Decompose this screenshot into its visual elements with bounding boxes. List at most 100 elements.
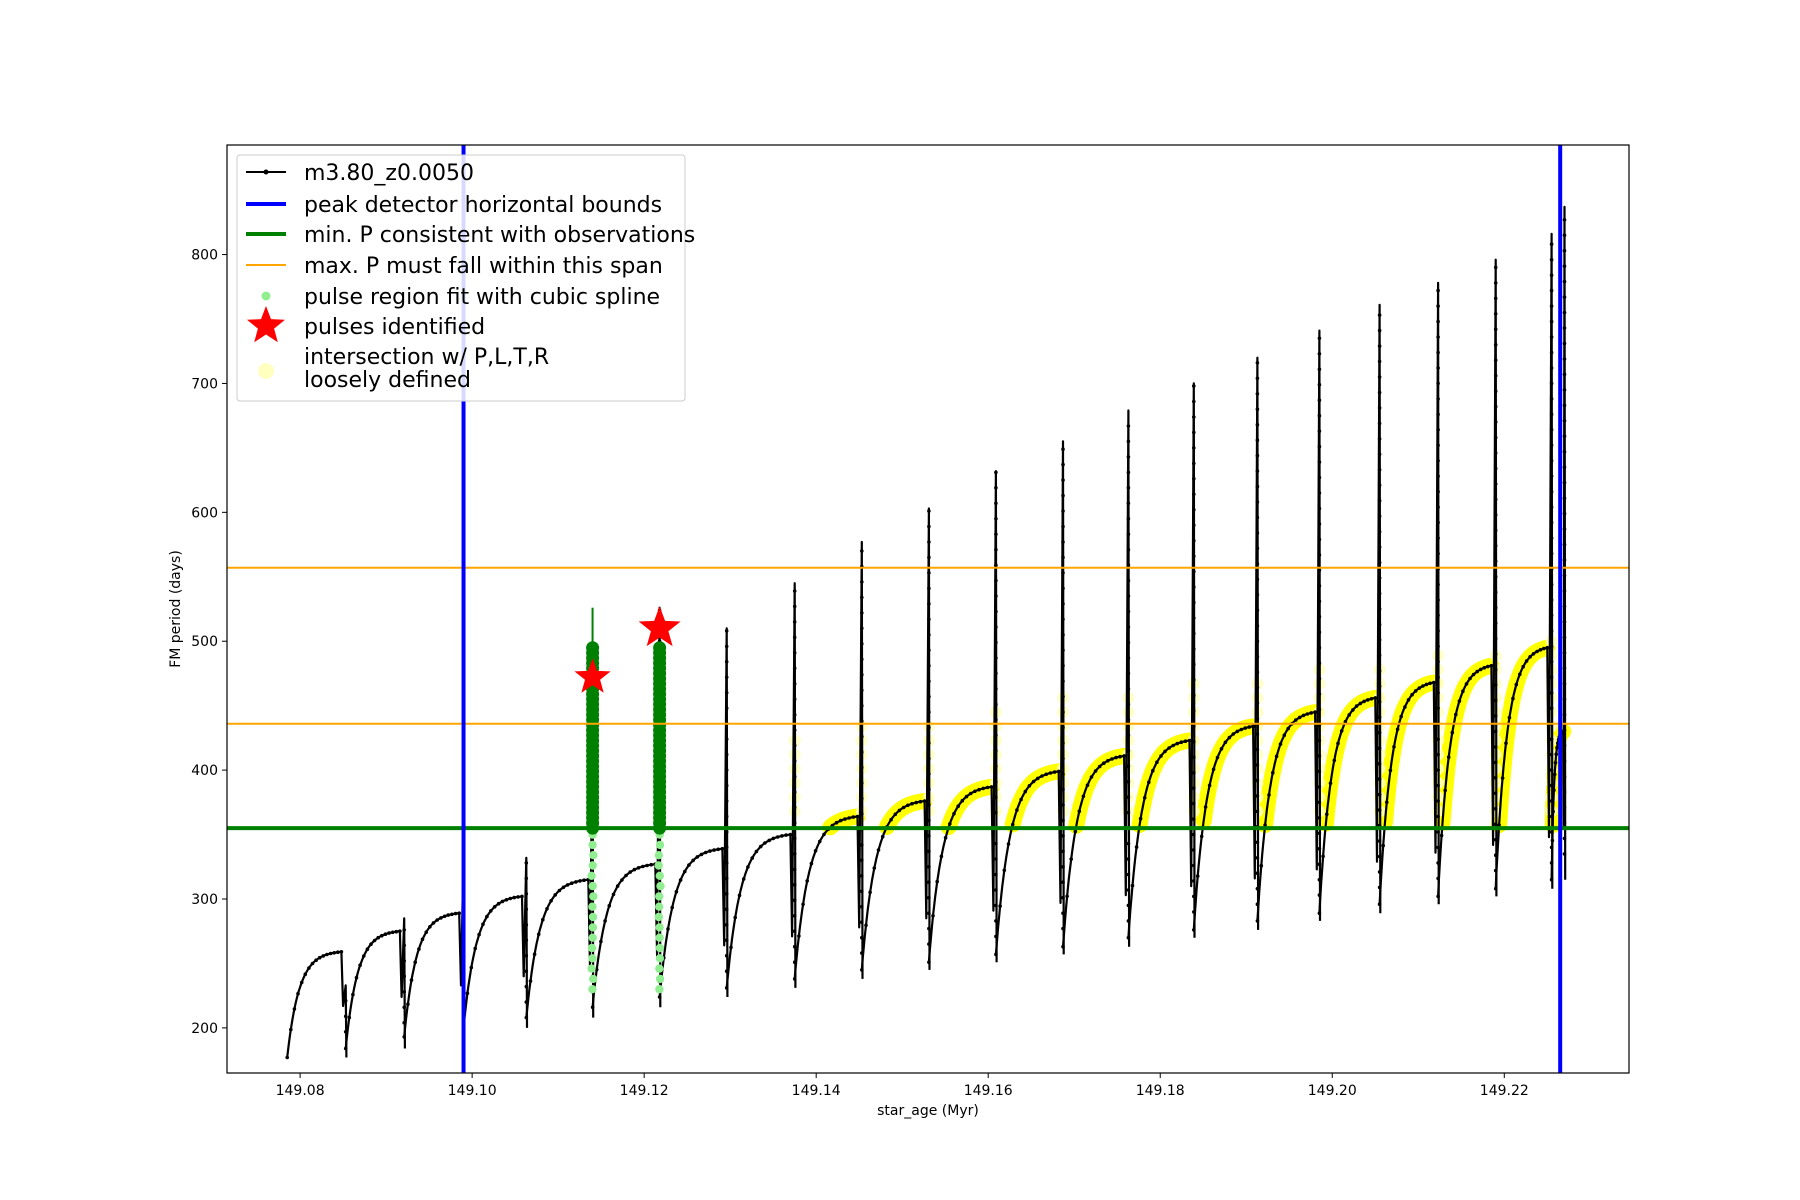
track-point: [1061, 788, 1065, 792]
track-point: [1127, 780, 1131, 784]
y-tick-label: 300: [191, 892, 218, 908]
track-point: [1024, 790, 1028, 794]
track-point: [1318, 352, 1322, 356]
track-point: [725, 737, 729, 741]
track-point: [805, 879, 809, 883]
track-point: [1483, 666, 1487, 670]
track-point: [402, 959, 406, 963]
track-point: [1563, 233, 1567, 237]
track-point: [1440, 834, 1444, 838]
track-point: [1256, 701, 1260, 705]
track-point: [1436, 784, 1440, 788]
track-point: [839, 819, 843, 823]
track-point: [1318, 414, 1322, 418]
track-point: [1494, 358, 1498, 362]
track-point: [927, 772, 931, 776]
track-point: [1403, 705, 1407, 709]
track-point: [1053, 770, 1057, 774]
track-point: [1256, 423, 1260, 427]
track-point: [1256, 810, 1260, 814]
track-point: [501, 900, 505, 904]
track-point: [1224, 741, 1228, 745]
track-point: [1256, 748, 1260, 752]
track-point: [1494, 451, 1498, 455]
track-point: [1127, 610, 1131, 614]
track-point: [1563, 558, 1567, 562]
track-point: [1550, 614, 1554, 618]
track-point: [793, 713, 797, 717]
track-point: [351, 993, 355, 997]
pulse-fit-point: [655, 964, 663, 972]
track-point: [1550, 382, 1554, 386]
track-point: [1532, 652, 1536, 656]
track-point: [1550, 273, 1554, 277]
track-point: [1494, 544, 1498, 548]
track-point: [1200, 835, 1204, 839]
track-point: [784, 833, 788, 837]
track-point: [725, 815, 729, 819]
legend-label: loosely defined: [304, 368, 471, 393]
track-point: [814, 849, 818, 853]
track-point: [940, 855, 944, 859]
track-point: [994, 502, 998, 506]
track-point: [417, 947, 421, 951]
track-point: [1378, 902, 1382, 906]
track-point: [1563, 342, 1567, 346]
track-point: [1318, 708, 1322, 712]
track-point: [1061, 447, 1065, 451]
track-point: [525, 938, 529, 942]
track-point: [1378, 623, 1382, 627]
track-point: [898, 809, 902, 813]
track-point: [1061, 648, 1065, 652]
track-point: [1256, 454, 1260, 458]
track-point: [1378, 406, 1382, 410]
track-point: [1436, 397, 1440, 401]
track-point: [670, 906, 674, 910]
track-point: [860, 920, 864, 924]
track-point: [1240, 728, 1244, 732]
track-point: [1061, 509, 1065, 513]
track-point: [296, 992, 300, 996]
track-point: [1378, 808, 1382, 812]
track-point: [1192, 523, 1196, 527]
track-point: [1436, 799, 1440, 803]
x-tick-label: 149.10: [448, 1083, 497, 1099]
track-point: [1192, 384, 1196, 388]
track-point: [1550, 629, 1554, 633]
track-point: [793, 667, 797, 671]
track-point: [1550, 335, 1554, 339]
track-point: [1550, 490, 1554, 494]
track-point: [1061, 726, 1065, 730]
track-point: [446, 913, 450, 917]
track-point: [793, 589, 797, 593]
track-point: [1318, 507, 1322, 511]
pulse-fit-point: [656, 954, 664, 962]
track-point: [1184, 739, 1188, 743]
track-point: [1436, 382, 1440, 386]
track-point: [881, 835, 885, 839]
track-point: [927, 509, 931, 513]
track-point: [599, 940, 603, 944]
track-point: [994, 795, 998, 799]
track-point: [366, 947, 370, 951]
pulse-fit-point: [656, 975, 664, 983]
track-point: [1192, 678, 1196, 682]
track-point: [1494, 560, 1498, 564]
track-point: [1061, 803, 1065, 807]
track-point: [767, 839, 771, 843]
track-point: [1003, 869, 1007, 873]
track-point: [1563, 264, 1567, 268]
track-point: [1061, 819, 1065, 823]
track-point: [1318, 801, 1322, 805]
track-point: [927, 911, 931, 915]
track-point: [1147, 780, 1151, 784]
track-point: [1260, 864, 1264, 868]
track-point: [927, 819, 931, 823]
track-point: [994, 687, 998, 691]
track-point: [1515, 683, 1519, 687]
track-point: [1494, 668, 1498, 672]
track-point: [1155, 760, 1159, 764]
track-point: [994, 672, 998, 676]
track-point: [1421, 684, 1425, 688]
track-point: [1192, 928, 1196, 932]
